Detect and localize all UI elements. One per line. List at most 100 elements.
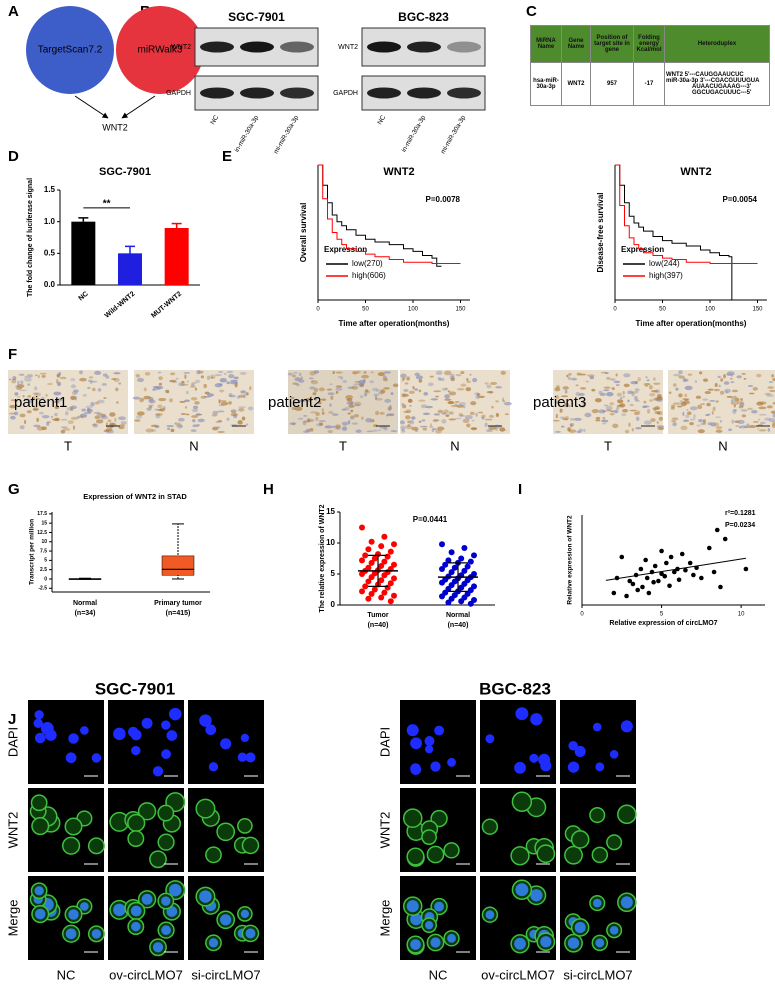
- tissue-texture: [65, 411, 69, 416]
- tissue-texture: [58, 372, 62, 376]
- point: [687, 560, 693, 566]
- tissue-texture: [609, 402, 615, 406]
- tissue-texture: [145, 428, 154, 433]
- tissue-texture: [591, 408, 599, 414]
- tissue-texture: [46, 421, 50, 426]
- tissue-texture: [715, 416, 722, 419]
- tissue-texture: [299, 399, 307, 403]
- tissue-texture: [370, 371, 374, 374]
- tissue-texture: [88, 376, 94, 379]
- tissue-texture: [570, 417, 575, 421]
- tissue-texture: [179, 400, 186, 403]
- tissue-texture: [603, 389, 610, 392]
- tissue-texture: [401, 377, 405, 382]
- tissue-texture: [435, 429, 442, 434]
- tissue-texture: [567, 376, 572, 381]
- tissue-texture: [402, 377, 406, 381]
- dot: [471, 552, 477, 559]
- tissue-texture: [678, 393, 683, 398]
- tissue-texture: [697, 404, 703, 410]
- tissue-texture: [772, 421, 775, 425]
- tissue-texture: [17, 380, 20, 386]
- dot: [445, 557, 452, 564]
- tissue-texture: [615, 407, 620, 410]
- tissue-texture: [710, 422, 717, 427]
- tissue-texture: [22, 395, 25, 398]
- tissue-texture: [313, 370, 320, 374]
- tissue-texture: [672, 422, 677, 427]
- tissue-texture: [143, 395, 152, 400]
- tissue-texture: [190, 397, 198, 401]
- column-label: T: [64, 438, 72, 453]
- point: [611, 590, 617, 596]
- dot: [451, 564, 458, 571]
- tissue-texture: [555, 395, 560, 400]
- tissue-texture: [502, 397, 505, 402]
- cell-nucleus: [567, 937, 580, 949]
- tissue-texture: [768, 418, 775, 423]
- point: [722, 536, 728, 542]
- tissue-texture: [170, 428, 175, 433]
- tissue-texture: [610, 378, 616, 381]
- tissue-texture: [764, 392, 772, 396]
- cell-cytoplasm: [87, 837, 105, 855]
- tissue-texture: [622, 395, 625, 398]
- tissue-texture: [18, 373, 25, 376]
- tissue-texture: [228, 374, 235, 379]
- tissue-texture: [97, 388, 102, 392]
- tissue-texture: [113, 372, 121, 375]
- tissue-texture: [702, 419, 706, 424]
- tissue-texture: [653, 382, 661, 385]
- tissue-texture: [35, 374, 38, 377]
- tissue-texture: [14, 399, 19, 402]
- tissue-texture: [634, 396, 638, 401]
- tissue-texture: [401, 402, 405, 406]
- blot-band: [200, 87, 234, 99]
- x-category-n: (n=40): [448, 622, 469, 629]
- row-label: Merge: [377, 900, 392, 937]
- x-category-n: (n=34): [75, 610, 96, 617]
- tissue-texture: [335, 424, 341, 429]
- cell-nucleus: [166, 730, 178, 741]
- tissue-texture: [616, 384, 620, 387]
- cell-nucleus: [91, 753, 102, 763]
- panel-label: F: [8, 346, 17, 363]
- tissue-texture: [678, 375, 685, 379]
- tissue-texture: [738, 405, 744, 409]
- tissue-texture: [181, 380, 185, 384]
- point: [619, 554, 625, 560]
- venn-target: WNT2: [102, 122, 128, 132]
- dot: [458, 598, 465, 605]
- legend-label: high(397): [649, 271, 683, 280]
- tissue-texture: [241, 416, 246, 421]
- tissue-texture: [584, 412, 592, 418]
- tissue-texture: [326, 388, 333, 391]
- tissue-texture: [238, 406, 246, 409]
- tissue-texture: [176, 424, 183, 429]
- tissue-texture: [419, 425, 428, 428]
- tissue-texture: [411, 426, 419, 431]
- tissue-texture: [441, 412, 447, 415]
- target-table: MiRNA Name Gene Name Position of target …: [530, 25, 770, 106]
- tissue-texture: [437, 409, 444, 414]
- tissue-texture: [148, 398, 155, 403]
- tissue-texture: [454, 403, 458, 406]
- cell-nucleus: [65, 928, 77, 940]
- cell-nucleus: [609, 750, 619, 759]
- cell-nucleus: [152, 942, 164, 953]
- tissue-texture: [157, 404, 163, 409]
- tissue-texture: [582, 401, 587, 406]
- cell-nucleus: [33, 718, 43, 728]
- cell-cytoplasm: [606, 834, 623, 851]
- tissue-texture: [564, 415, 570, 421]
- tissue-texture: [365, 418, 372, 423]
- dot: [359, 588, 365, 595]
- tissue-texture: [14, 392, 19, 396]
- tissue-texture: [389, 405, 392, 410]
- tissue-texture: [606, 392, 614, 397]
- tissue-texture: [305, 428, 311, 433]
- cell-nucleus: [245, 752, 256, 763]
- cell-nucleus: [168, 883, 182, 897]
- blot-band: [447, 41, 481, 53]
- tissue-texture: [375, 388, 380, 392]
